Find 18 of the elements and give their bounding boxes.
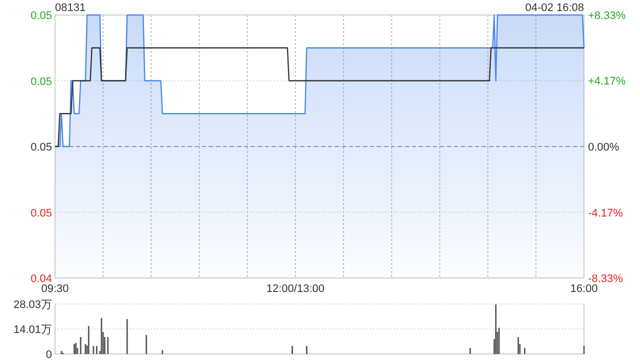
- y2-tick-label: -8.33%: [588, 273, 624, 285]
- y2-tick-label: +4.17%: [588, 76, 626, 88]
- y-tick-label: 0.05: [30, 76, 52, 88]
- y-tick-label: 14.01万: [13, 324, 52, 336]
- x-tick-label: 12:00/13:00: [266, 283, 325, 295]
- chart-title: 08131: [55, 2, 86, 14]
- text: 04-02 16:08: [525, 2, 584, 14]
- y-tick-label: 0.04: [30, 273, 52, 285]
- y2-tick-label: 0.00%: [588, 142, 620, 154]
- y2-tick-label: -4.17%: [588, 207, 624, 220]
- y-tick-label: 28.03万: [13, 299, 52, 311]
- y2-tick-label: +8.33%: [588, 10, 626, 22]
- y-tick-label: 0.05: [30, 207, 52, 220]
- y-tick-label: 0.05: [30, 10, 52, 22]
- y-tick-label: 0: [46, 349, 52, 360]
- x-tick-label: 16:00: [570, 283, 598, 295]
- y-tick-label: 0.05: [30, 142, 52, 154]
- x-tick-label: 09:30: [41, 283, 69, 295]
